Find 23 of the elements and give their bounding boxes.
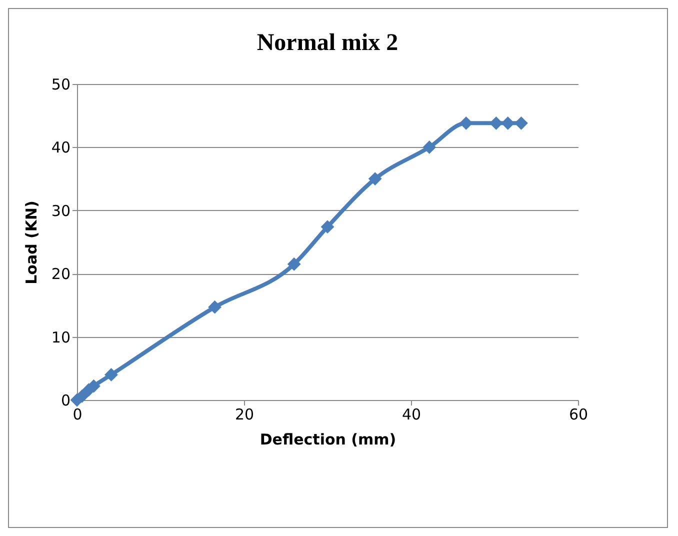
x-tick-label: 60 bbox=[568, 406, 588, 424]
x-axis-title: Deflection (mm) bbox=[260, 430, 396, 448]
x-tick-label: 0 bbox=[72, 406, 82, 424]
y-tick-label: 50 bbox=[51, 76, 70, 94]
point bbox=[368, 172, 382, 186]
chart-title: Normal mix 2 bbox=[256, 30, 398, 56]
x-tick-label: 20 bbox=[234, 406, 254, 424]
y-tick-label: 0 bbox=[60, 392, 70, 410]
y-tick-label: 10 bbox=[51, 328, 70, 346]
point bbox=[422, 140, 436, 154]
y-tick-label: 40 bbox=[51, 138, 70, 157]
point bbox=[501, 116, 515, 130]
point bbox=[459, 116, 473, 130]
point bbox=[514, 116, 528, 130]
y-tick-label: 30 bbox=[51, 202, 70, 220]
point bbox=[320, 220, 334, 234]
point bbox=[104, 368, 118, 382]
x-tick-label: 40 bbox=[402, 406, 422, 424]
point bbox=[489, 116, 503, 130]
point bbox=[287, 257, 301, 271]
y-tick-label: 20 bbox=[51, 265, 70, 284]
y-axis-title: Load (KN) bbox=[22, 200, 40, 284]
point bbox=[208, 300, 222, 314]
